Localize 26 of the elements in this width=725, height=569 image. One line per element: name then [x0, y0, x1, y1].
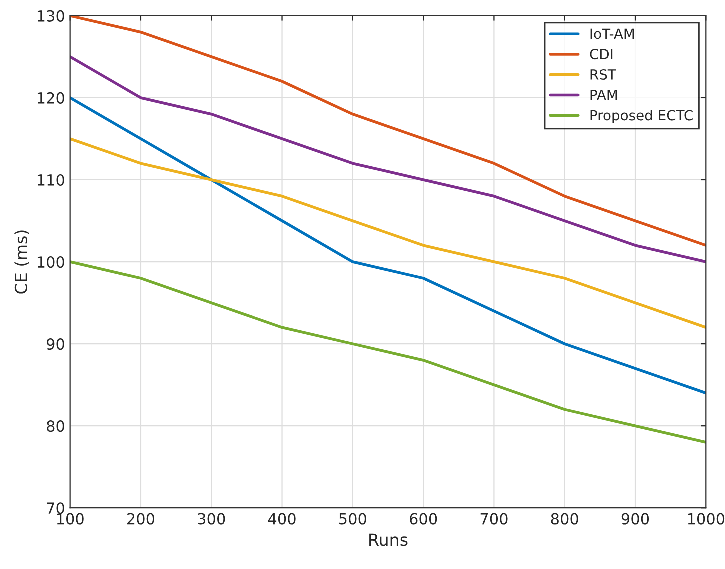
- x-tick-label: 200: [128, 513, 155, 525]
- x-tick-label: 100: [57, 513, 84, 525]
- line-series: [70, 138, 706, 330]
- y-tick-label: 130: [38, 10, 64, 22]
- legend-label: PAM: [590, 90, 618, 100]
- x-tick-label: 700: [480, 513, 508, 525]
- y-tick-label: 90: [46, 338, 64, 350]
- x-tick-label: 900: [622, 513, 650, 525]
- x-axis-title: Runs: [370, 534, 408, 546]
- line-series: [70, 260, 706, 444]
- y-tick-label: 70: [47, 502, 64, 514]
- y-axis-title: CE (ms): [14, 230, 30, 294]
- x-tick-label: 400: [268, 513, 296, 525]
- y-tick-label: 80: [47, 420, 64, 432]
- y-tick-label: 120: [38, 92, 64, 104]
- legend-label: IoT-AM: [590, 28, 634, 40]
- x-tick-label: 800: [551, 513, 578, 525]
- y-tick-label: 110: [38, 174, 64, 186]
- y-tick-label: 100: [38, 256, 64, 268]
- legend-label: CDI: [590, 49, 613, 60]
- x-tick-label: 1000: [688, 513, 725, 525]
- legend-label: RST: [590, 69, 616, 80]
- x-tick-label: 600: [410, 513, 438, 525]
- x-tick-label: 500: [340, 513, 366, 525]
- x-tick-label: 300: [198, 513, 226, 525]
- legend-label: Proposed ECTC: [590, 110, 693, 124]
